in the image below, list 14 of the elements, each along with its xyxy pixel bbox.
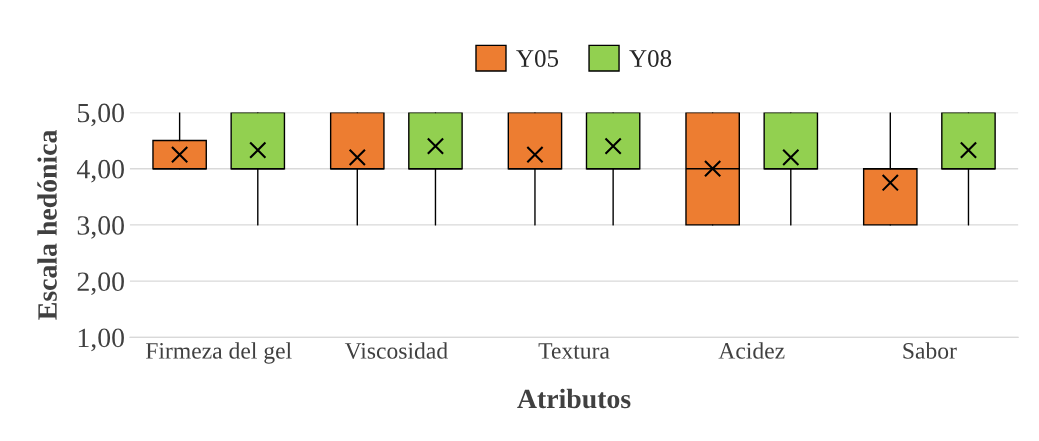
y-tick-label: 3,00: [77, 216, 124, 239]
x-tick-label: Textura: [538, 343, 610, 359]
y-tick-label: 5,00: [78, 103, 124, 127]
x-tick-label: Firmeza del gel: [145, 342, 292, 364]
y-axis-title: Escala hedónica: [37, 130, 57, 320]
y-tick-label: 1,00: [78, 328, 124, 352]
y-tick-label: 4,00: [76, 159, 124, 183]
x-axis-title: Atributos: [517, 388, 631, 409]
y-tick-label: 2,00: [77, 272, 124, 296]
legend-label: Y08: [629, 50, 672, 67]
x-tick-label: Viscosidad: [344, 342, 448, 359]
legend-label: Y05: [516, 50, 559, 67]
x-tick-label: Sabor: [903, 342, 957, 359]
x-tick-label: Acidez: [718, 342, 785, 359]
